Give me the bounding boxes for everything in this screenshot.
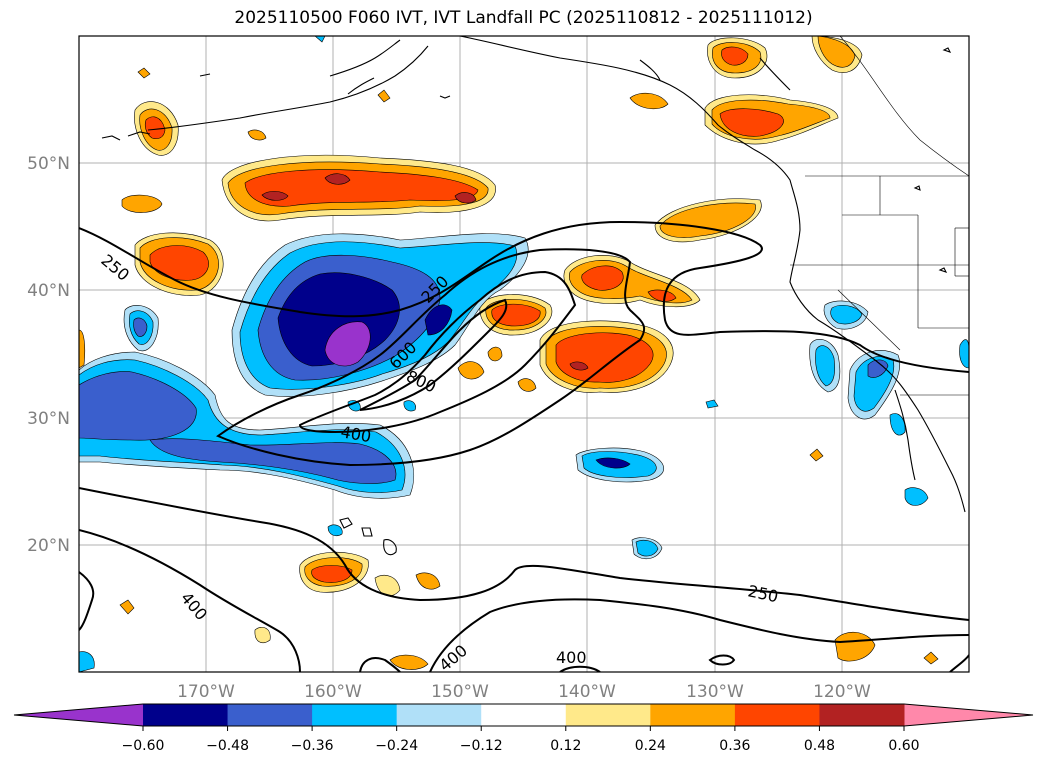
lon-label: 120°W [813,682,871,702]
colorbar-swatch [227,704,313,726]
lon-label: 130°W [686,682,744,702]
colorbar-swatch [734,704,820,726]
colorbar-swatch [481,704,567,726]
colorbar-tick-label: 0.48 [804,738,835,754]
colorbar-ticks: −0.60 −0.48 −0.36 −0.24 −0.12 0.12 0.24 0.36 0.4… [122,726,920,754]
colorbar-extend-high [904,704,1033,726]
colorbar-tick-label: −0.24 [375,738,418,754]
colorbar-tick-label: 0.24 [635,738,666,754]
longitude-labels: 170°W 160°W 150°W 140°W 130°W 120°W [177,682,871,702]
colorbar [13,703,1034,727]
colorbar-tick-label: −0.48 [206,738,249,754]
lat-label: 50°N [27,154,70,174]
colorbar-swatch [312,704,398,726]
political-borders [790,36,969,396]
colorbar-swatch [396,704,482,726]
colorbar-tick-label: 0.60 [888,738,919,754]
colorbar-tick-label: 0.12 [550,738,581,754]
lat-label: 40°N [27,281,70,301]
gridlines [79,36,969,672]
colorbar-tick-label: −0.60 [122,738,165,754]
colorbar-tick-label: 0.36 [719,738,750,754]
lat-label: 30°N [27,409,70,429]
map-frame [78,35,970,673]
lon-label: 170°W [177,682,235,702]
map-title: 2025110500 F060 IVT, IVT Landfall PC (20… [234,8,813,28]
latitude-labels: 50°N 40°N 30°N 20°N [27,154,70,556]
lon-label: 140°W [558,682,616,702]
colorbar-tick-label: −0.12 [460,738,503,754]
colorbar-swatch [650,704,736,726]
colorbar-swatch [819,704,905,726]
lat-label: 20°N [27,536,70,556]
colorbar-swatch [143,704,229,726]
colorbar-swatch [565,704,651,726]
lon-label: 150°W [431,682,489,702]
contour-label: 400 [556,648,587,667]
colorbar-extend-low [14,704,143,726]
ivt-contours [79,220,969,672]
coastlines [101,36,966,556]
lon-label: 160°W [304,682,362,702]
colorbar-tick-label: −0.36 [291,738,334,754]
